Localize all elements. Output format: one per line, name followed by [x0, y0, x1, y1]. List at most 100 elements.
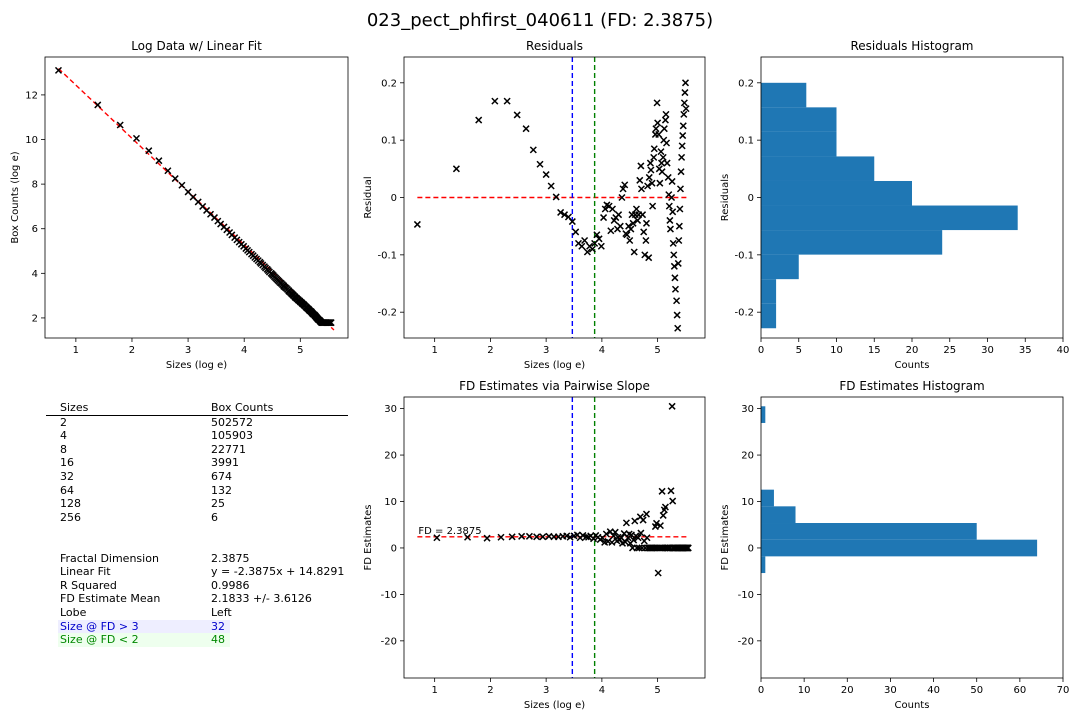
y-tick-label: 0.2 — [738, 78, 754, 89]
data-point — [621, 538, 629, 546]
data-point — [674, 324, 682, 332]
data-point — [497, 533, 505, 541]
data-point — [513, 111, 521, 119]
y-axis-label: FD Estimates — [363, 504, 374, 570]
x-tick-label: 60 — [1013, 685, 1026, 696]
y-tick-label: 0 — [748, 193, 754, 204]
figure-title: 023_pect_phfirst_040611 (FD: 2.3875) — [366, 10, 714, 31]
data-point — [680, 110, 688, 118]
x-tick-label: 3 — [543, 345, 549, 356]
data-point — [616, 222, 624, 230]
data-point — [627, 225, 635, 233]
table-header: Sizes Box Counts — [46, 401, 348, 416]
y-tick-label: 0 — [748, 543, 754, 554]
y-tick-label: -0.2 — [734, 308, 754, 319]
data-point — [676, 205, 684, 213]
data-point — [634, 216, 642, 224]
data-point — [639, 211, 647, 219]
data-point — [682, 105, 690, 113]
size-fd-lt2-label: Size @ FD < 2 — [60, 633, 139, 647]
table-row: 2 502572 — [46, 416, 348, 430]
data-point — [629, 219, 637, 227]
axes-frame — [403, 396, 706, 679]
fd-annotation: FD = 2.3875 — [418, 526, 481, 537]
x-axis-label: Sizes (log e) — [166, 360, 227, 371]
data-point — [656, 522, 664, 530]
plot-area: FD = 2.3875 — [417, 397, 692, 678]
histogram-bar — [761, 279, 777, 304]
data-point — [452, 165, 460, 173]
y-tick-label: 20 — [384, 451, 397, 462]
data-point — [54, 66, 62, 74]
histogram-bar — [761, 539, 1038, 557]
data-point — [647, 166, 655, 174]
data-point — [671, 274, 679, 282]
data-point — [503, 97, 511, 105]
data-point — [669, 208, 677, 216]
x-tick-label: 25 — [943, 345, 956, 356]
data-point — [673, 311, 681, 319]
data-point — [675, 222, 683, 230]
y-tick-label: 6 — [32, 224, 38, 235]
data-point — [669, 497, 677, 505]
data-point — [637, 162, 645, 170]
data-point — [608, 538, 616, 546]
data-point — [642, 510, 651, 518]
data-point — [583, 248, 591, 256]
data-point — [681, 89, 689, 97]
size-fd-gt3-value: 32 — [211, 619, 225, 633]
data-point — [483, 534, 491, 542]
data-point — [659, 511, 667, 519]
histogram-bar — [761, 506, 796, 524]
data-point — [654, 569, 662, 577]
stat-row: Linear Fit y = -2.3875x + 14.8291 — [46, 565, 348, 579]
data-point — [602, 530, 610, 538]
table-row: 64 132 — [46, 484, 348, 498]
data-point — [132, 134, 140, 142]
data-point — [637, 529, 645, 537]
data-point — [572, 228, 580, 236]
x-tick-label: 5 — [654, 685, 660, 696]
cell-count: 3991 — [211, 456, 239, 470]
data-point — [621, 181, 629, 189]
stat-row: Fractal Dimension 2.3875 — [46, 552, 348, 566]
y-tick-label: -0.1 — [734, 250, 754, 261]
histogram-bar — [761, 205, 1018, 231]
data-point — [533, 533, 541, 541]
data-point — [608, 205, 617, 213]
data-point — [665, 202, 673, 210]
stat-value: 2.1833 +/- 3.6126 — [211, 592, 312, 606]
data-point — [670, 251, 678, 259]
data-point — [657, 148, 665, 156]
data-point — [642, 219, 651, 227]
data-point — [659, 153, 667, 161]
data-point — [557, 208, 565, 216]
x-tick-label: 5 — [654, 345, 660, 356]
plot-area — [761, 82, 1018, 329]
data-point — [593, 231, 601, 239]
y-tick-label: 2 — [32, 313, 38, 324]
x-tick-label: 2 — [487, 685, 493, 696]
data-point — [94, 101, 102, 109]
header-box-counts: Box Counts — [211, 401, 274, 414]
data-point — [676, 185, 685, 193]
y-tick-label: -10 — [738, 590, 754, 601]
x-tick-label: 15 — [868, 345, 881, 356]
panel-title: FD Estimates Histogram — [839, 379, 984, 393]
data-point — [178, 181, 186, 189]
data-point — [327, 319, 335, 327]
stat-value: Left — [211, 605, 232, 619]
x-tick-label: 5 — [297, 345, 303, 356]
panel-1: Log Data w/ Linear Fit Sizes (log e) Box C… — [10, 39, 349, 371]
axes-frame — [760, 56, 1064, 339]
y-tick-label: 10 — [25, 135, 38, 146]
data-point — [645, 173, 653, 181]
x-tick-label: 10 — [830, 345, 843, 356]
cell-size: 2 — [60, 415, 67, 429]
data-point — [679, 132, 687, 140]
size-fd-gt3-label: Size @ FD > 3 — [60, 619, 139, 633]
x-tick-label: 40 — [927, 685, 940, 696]
x-tick-label: 20 — [841, 685, 854, 696]
data-point — [649, 202, 657, 210]
plot-area — [54, 66, 335, 331]
